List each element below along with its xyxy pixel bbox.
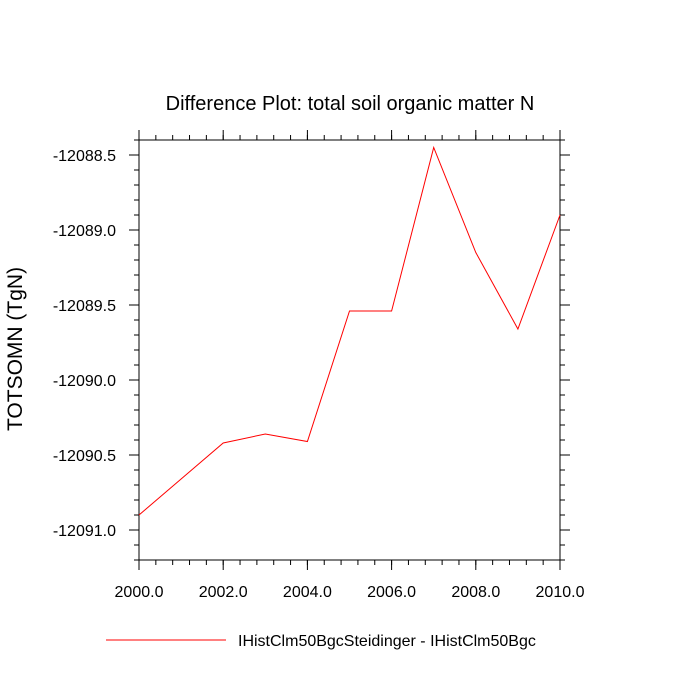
chart-title: Difference Plot: total soil organic matt… — [166, 93, 535, 115]
legend: IHistClm50BgcSteidinger - IHistClm50Bgc — [106, 633, 536, 650]
y-tick-label: -12088.5 — [53, 148, 116, 165]
y-tick-label: -12089.5 — [53, 298, 116, 315]
x-tick-label: 2000.0 — [115, 584, 164, 601]
x-tick-label: 2008.0 — [451, 584, 500, 601]
x-tick-label: 2004.0 — [283, 584, 332, 601]
y-tick-label: -12090.5 — [53, 448, 116, 465]
x-tick-label: 2010.0 — [536, 584, 585, 601]
y-tick-label: -12091.0 — [53, 523, 116, 540]
x-tick-label: 2002.0 — [199, 584, 248, 601]
series-line — [138, 145, 561, 516]
y-tick-label: -12090.0 — [53, 373, 116, 390]
y-tick-label: -12089.0 — [53, 223, 116, 240]
plot-area: 2000.0 2002.0 2004.0 2006.0 2008.0 2010.0 -120… — [53, 130, 585, 601]
y-axis-label: TOTSOMN (TgN) — [4, 267, 27, 431]
legend-entry-label: IHistClm50BgcSteidinger - IHistClm50Bgc — [238, 633, 536, 650]
x-tick-label: 2006.0 — [367, 584, 416, 601]
plot-frame — [138, 139, 561, 561]
